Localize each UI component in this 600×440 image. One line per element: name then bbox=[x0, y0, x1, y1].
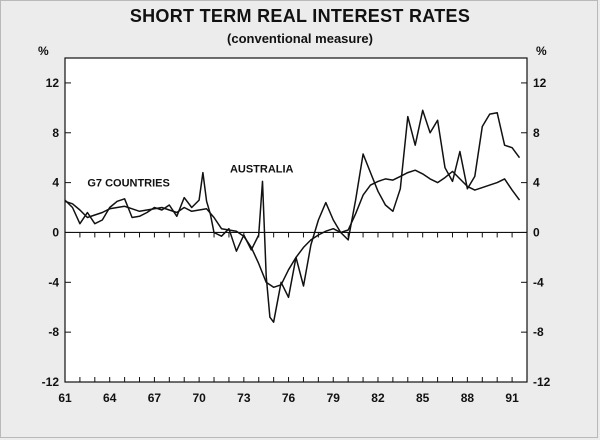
series-label-australia: AUSTRALIA bbox=[230, 164, 294, 176]
x-tick-label: 73 bbox=[237, 391, 251, 405]
series-line-g7-countries bbox=[64, 169, 521, 289]
y-tick-label-left: -12 bbox=[42, 375, 60, 389]
x-tick-label: 82 bbox=[371, 391, 385, 405]
y-tick-label-right: 4 bbox=[533, 176, 540, 190]
x-tick-label: 79 bbox=[327, 391, 341, 405]
y-tick-label-right: 8 bbox=[533, 126, 540, 140]
x-tick-label: 61 bbox=[58, 391, 72, 405]
y-tick-label-left: 12 bbox=[46, 76, 60, 90]
y-tick-label-left: 4 bbox=[52, 176, 59, 190]
y-tick-label-left: -4 bbox=[48, 275, 59, 289]
x-tick-label: 76 bbox=[282, 391, 296, 405]
x-tick-label: 70 bbox=[192, 391, 206, 405]
x-tick-label: 91 bbox=[505, 391, 519, 405]
chart-title: SHORT TERM REAL INTEREST RATES bbox=[129, 6, 471, 26]
y-tick-label-right: -12 bbox=[533, 375, 551, 389]
y-unit-left: % bbox=[38, 44, 49, 58]
y-tick-label-right: 12 bbox=[533, 76, 547, 90]
x-tick-label: 67 bbox=[148, 391, 162, 405]
y-tick-label-right: -8 bbox=[533, 325, 544, 339]
y-tick-label-right: 0 bbox=[533, 225, 540, 239]
plot-area bbox=[64, 57, 528, 383]
x-tick-label: 85 bbox=[416, 391, 430, 405]
y-tick-label-right: -4 bbox=[533, 275, 544, 289]
series-label-g7-countries: G7 COUNTRIES bbox=[87, 177, 170, 189]
x-tick-label: 88 bbox=[461, 391, 475, 405]
chart-subtitle: (conventional measure) bbox=[227, 31, 373, 46]
y-tick-label-left: 8 bbox=[52, 126, 59, 140]
x-tick-label: 64 bbox=[103, 391, 117, 405]
y-tick-label-left: 0 bbox=[52, 225, 59, 239]
y-unit-right: % bbox=[536, 44, 547, 58]
series-line-australia bbox=[64, 109, 521, 323]
y-tick-label-left: -8 bbox=[48, 325, 59, 339]
